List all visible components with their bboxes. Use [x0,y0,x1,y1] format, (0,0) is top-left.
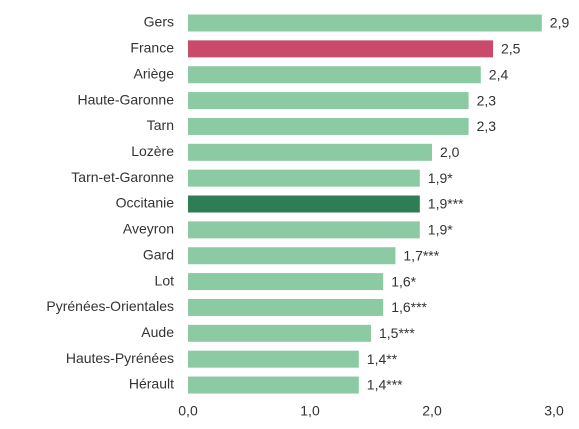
y-tick-label: Hérault [129,376,174,392]
x-tick-label: 0,0 [178,403,198,419]
value-label: 2,3 [477,92,497,108]
value-label: 1,7*** [403,247,439,263]
bar [188,298,384,316]
bar [188,117,469,135]
y-tick-label: Gers [144,14,174,30]
y-tick-label: Tarn [147,117,174,133]
value-label: 1,6*** [391,299,427,315]
bar [188,324,371,342]
value-label: 1,9*** [428,196,464,212]
bar [188,92,469,110]
x-tick-label: 1,0 [300,403,320,419]
y-tick-label: Ariège [134,65,175,81]
value-label: 1,4** [367,351,398,367]
bar [188,350,359,368]
bar [188,273,384,291]
bar [188,376,359,394]
x-tick-label: 2,0 [422,403,442,419]
value-label: 1,9* [428,222,453,238]
y-tick-label: Pyrénées-Orientales [46,298,174,314]
y-tick-label: Lot [155,272,175,288]
value-label: 2,5 [501,41,521,57]
bar [188,195,420,213]
bar [188,14,542,32]
value-label: 2,4 [489,66,509,82]
value-label: 1,6* [391,273,416,289]
y-tick-label: Gard [143,246,174,262]
bar [188,247,396,265]
value-label: 2,9 [550,15,570,31]
value-label: 1,5*** [379,325,415,341]
y-tick-label: Occitanie [116,195,175,211]
y-tick-label: Hautes-Pyrénées [66,350,174,366]
y-tick-label: Aveyron [123,221,174,237]
bar [188,40,493,58]
value-label: 2,0 [440,144,460,160]
y-tick-label: France [130,40,174,56]
y-tick-label: Haute-Garonne [77,91,174,107]
bar [188,66,481,84]
value-label: 1,9* [428,170,453,186]
bar [188,169,420,187]
y-tick-label: Aude [141,324,174,340]
bar [188,221,420,239]
y-tick-label: Lozère [131,143,174,159]
y-tick-label: Tarn-et-Garonne [71,169,174,185]
value-label: 1,4*** [367,377,403,393]
value-label: 2,3 [477,118,497,134]
x-tick-label: 3,0 [544,403,564,419]
bar [188,143,432,161]
